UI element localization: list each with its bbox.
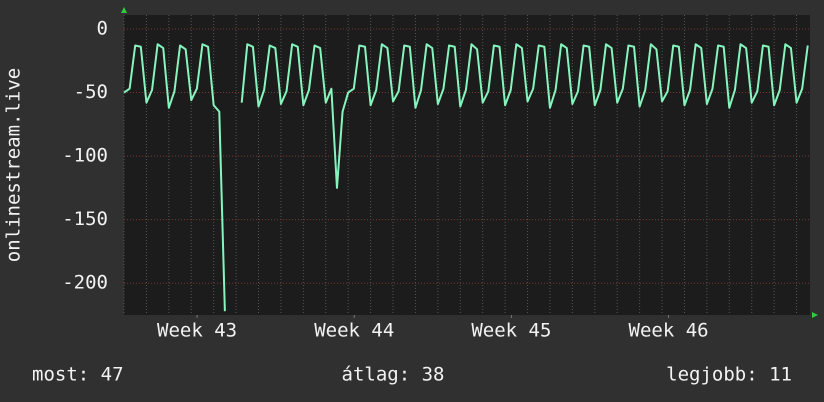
y-tick-label: -100 bbox=[62, 145, 108, 167]
axis-arrow bbox=[812, 312, 818, 318]
x-tick-label: Week 44 bbox=[314, 320, 394, 342]
x-tick-label: Week 46 bbox=[629, 320, 709, 342]
x-tick-label: Week 43 bbox=[157, 320, 237, 342]
x-tick-label: Week 45 bbox=[471, 320, 551, 342]
data-line bbox=[123, 43, 809, 312]
y-tick-label: -200 bbox=[62, 272, 108, 294]
y-tick-label: -150 bbox=[62, 208, 108, 230]
y-tick-label: -50 bbox=[74, 81, 108, 103]
plot-area bbox=[124, 15, 810, 315]
stat-text: átlag: 38 bbox=[342, 364, 445, 386]
y-axis-label: onlinestream.live bbox=[3, 68, 25, 262]
axis-arrow bbox=[121, 7, 127, 13]
stat-text: most: 47 bbox=[32, 364, 124, 386]
stat-text: legjobb: 11 bbox=[666, 364, 792, 386]
y-tick-label: 0 bbox=[97, 17, 108, 39]
